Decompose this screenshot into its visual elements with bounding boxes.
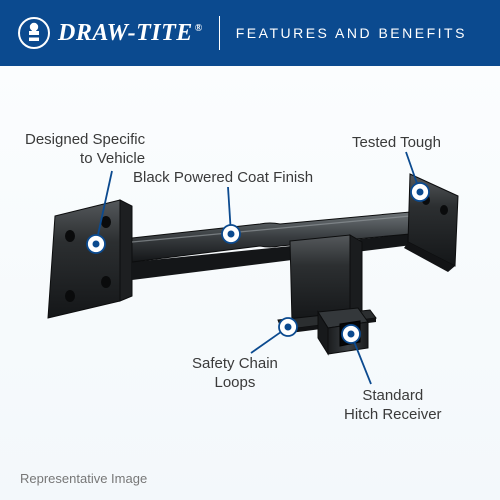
product-canvas: Designed Specific to VehicleBlack Powere… xyxy=(0,66,500,500)
hitch-ball-icon xyxy=(18,17,50,49)
brand-logo: DRAW-TITE® xyxy=(18,17,203,49)
callout-chain: Safety Chain Loops xyxy=(192,355,278,393)
brand-text: DRAW-TITE xyxy=(58,20,193,46)
footnote: Representative Image xyxy=(20,471,147,486)
brand-name: DRAW-TITE® xyxy=(58,20,203,47)
header-divider xyxy=(219,16,220,50)
header-bar: DRAW-TITE® FEATURES AND BENEFITS xyxy=(0,0,500,66)
callout-tested: Tested Tough xyxy=(352,134,441,153)
callout-coat: Black Powered Coat Finish xyxy=(133,169,313,188)
callout-receiver: Standard Hitch Receiver xyxy=(344,387,442,425)
callout-designed: Designed Specific to Vehicle xyxy=(25,131,145,169)
registered-mark: ® xyxy=(195,23,203,34)
header-subtitle: FEATURES AND BENEFITS xyxy=(236,25,467,41)
